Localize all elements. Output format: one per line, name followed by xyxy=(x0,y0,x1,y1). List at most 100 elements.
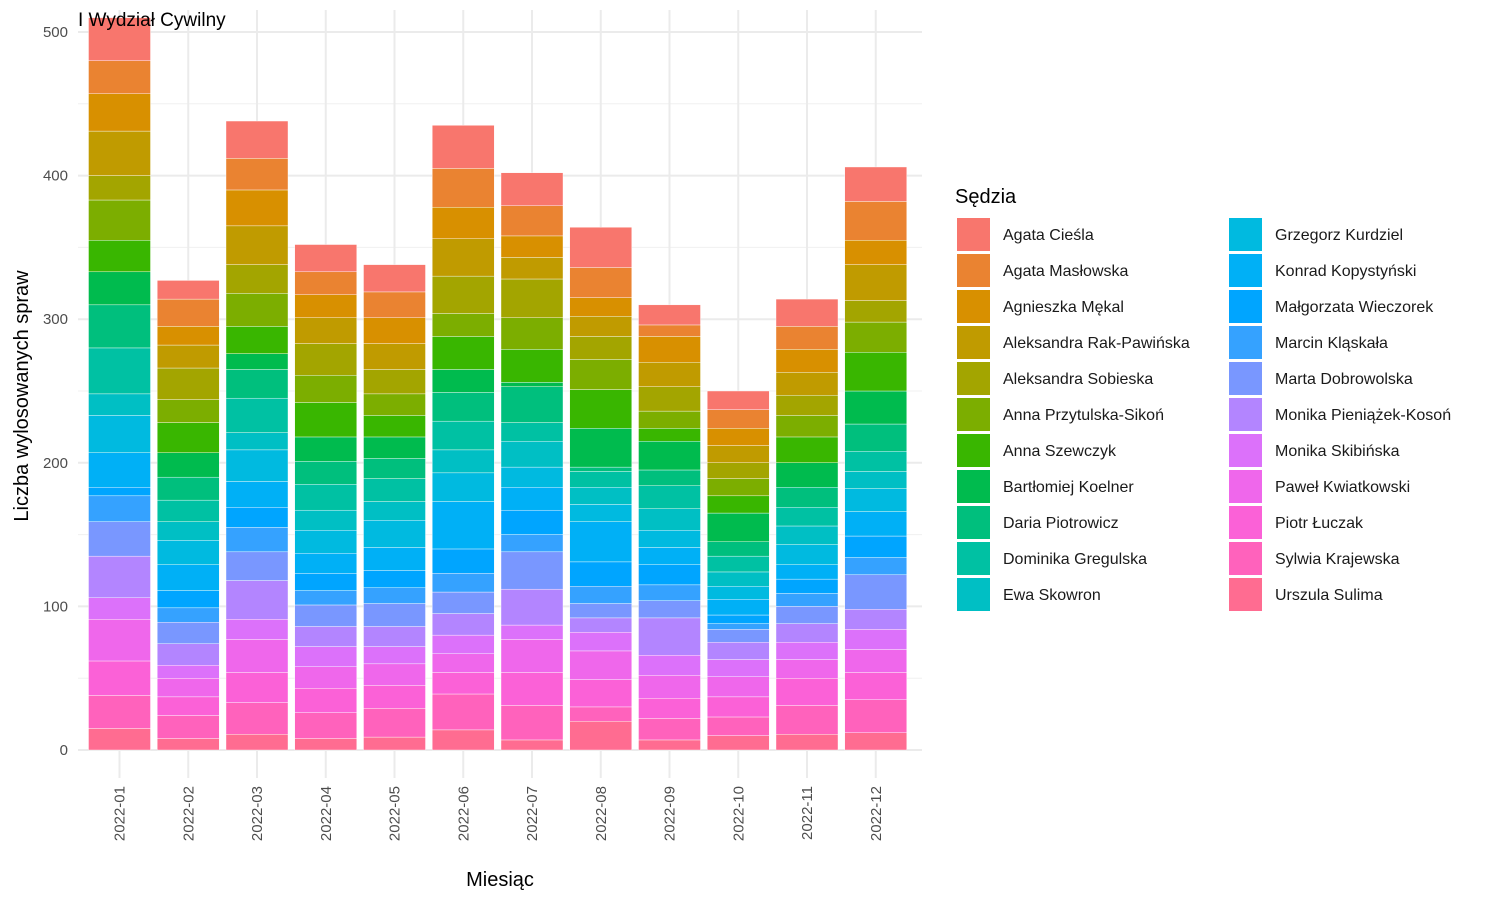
bar-segment xyxy=(294,573,357,591)
bar-segment xyxy=(157,476,220,501)
bar-segment xyxy=(500,422,564,442)
bar-segment xyxy=(775,659,839,679)
bar-segment xyxy=(294,666,357,689)
y-tick-label: 400 xyxy=(43,168,68,185)
bar-segment xyxy=(225,397,289,433)
bar-segment xyxy=(500,739,564,751)
bar-segment xyxy=(225,672,289,703)
bar-segment xyxy=(88,660,151,696)
legend-label: Aleksandra Sobieska xyxy=(1003,371,1153,388)
bar-segment xyxy=(844,321,907,353)
bar-segment xyxy=(88,521,151,557)
legend-label: Agata Masłowska xyxy=(1003,263,1128,280)
bar-segment xyxy=(707,495,770,514)
bar-segment xyxy=(500,588,564,626)
bar-segment xyxy=(88,347,151,395)
bar-segment xyxy=(294,244,357,273)
bar-segment xyxy=(157,344,220,369)
legend-swatch xyxy=(1229,254,1262,287)
bar-segment xyxy=(225,120,289,159)
y-axis: 0 100 200 300 400 500 xyxy=(43,24,68,759)
legend-label: Małgorzata Wieczorek xyxy=(1275,299,1434,316)
bar-segment xyxy=(638,547,701,565)
bar-segment xyxy=(638,410,701,429)
legend-label: Dominika Gregulska xyxy=(1003,551,1147,568)
bar-segment xyxy=(844,557,907,576)
bar-segment xyxy=(707,716,770,736)
bar-segment xyxy=(88,93,151,132)
bar-segment xyxy=(500,551,564,590)
bar-segment xyxy=(775,705,839,735)
chart-title: I Wydział Cywilny xyxy=(78,10,226,31)
bar-segment xyxy=(294,294,357,318)
bar-segment xyxy=(569,521,632,563)
legend-swatch xyxy=(957,218,990,251)
y-tick-label: 100 xyxy=(43,598,68,615)
bar-segment xyxy=(844,609,907,630)
legend-label: Anna Szewczyk xyxy=(1003,443,1117,460)
bar-segment xyxy=(638,362,701,387)
bar-segment xyxy=(432,336,495,370)
bar-segment xyxy=(844,629,907,650)
bar-segment xyxy=(569,706,632,722)
bar-segment xyxy=(569,561,632,587)
bar-segment xyxy=(569,336,632,360)
bar-segment xyxy=(88,619,151,662)
legend-swatch xyxy=(1229,218,1262,251)
bar-segment xyxy=(432,501,495,550)
bar-segment xyxy=(88,487,151,497)
legend-label: Monika Skibińska xyxy=(1275,443,1400,460)
bar-segment xyxy=(363,458,426,479)
y-tick-label: 500 xyxy=(43,24,68,41)
bar-segment xyxy=(844,240,907,265)
bar-segment xyxy=(638,336,701,363)
bar-segment xyxy=(500,205,564,237)
bar-segment xyxy=(225,481,289,508)
bar-segment xyxy=(363,646,426,665)
bar-segment xyxy=(569,359,632,390)
bar-segment xyxy=(500,172,564,206)
bar-segment xyxy=(294,402,357,438)
bar-segment xyxy=(775,525,839,545)
bar-segment xyxy=(294,590,357,606)
bar-segment xyxy=(707,571,770,587)
bar-segment xyxy=(88,597,151,620)
y-axis-title: Liczba wylosowanych spraw xyxy=(11,270,33,522)
bar-segment xyxy=(225,293,289,327)
bar-segment xyxy=(775,623,839,643)
bar-segment xyxy=(707,629,770,643)
bar-segment xyxy=(363,685,426,709)
bar-segment xyxy=(844,535,907,558)
bar-segment xyxy=(157,607,220,623)
bar-segment xyxy=(707,445,770,463)
bar-segment xyxy=(569,603,632,619)
bar-segment xyxy=(500,382,564,387)
bar-segment xyxy=(432,275,495,314)
bar-segment xyxy=(157,678,220,698)
bar-segment xyxy=(225,580,289,620)
bar-segment xyxy=(638,617,701,656)
x-tick-label: 2022-02 xyxy=(180,786,197,841)
bar-segment xyxy=(294,484,357,511)
bar-segment xyxy=(569,471,632,488)
bar-segment xyxy=(638,600,701,619)
x-tick-label: 2022-07 xyxy=(524,786,541,841)
bar-segment xyxy=(157,367,220,400)
bar-segment xyxy=(775,606,839,624)
bar-segment xyxy=(500,349,564,383)
legend-swatch xyxy=(957,542,990,575)
bar-segment xyxy=(363,570,426,588)
bar-segment xyxy=(569,316,632,337)
bar-segment xyxy=(500,705,564,741)
bar-segment xyxy=(432,634,495,654)
bar-segment xyxy=(638,739,701,751)
bar-segment xyxy=(432,125,495,169)
legend-swatch xyxy=(1229,542,1262,575)
bar-segment xyxy=(844,166,907,202)
bar-segment xyxy=(775,395,839,416)
bar-segment xyxy=(500,317,564,350)
bar-segment xyxy=(775,593,839,607)
bar-segment xyxy=(638,428,701,442)
bar-segment xyxy=(363,626,426,647)
bar-segment xyxy=(225,264,289,294)
